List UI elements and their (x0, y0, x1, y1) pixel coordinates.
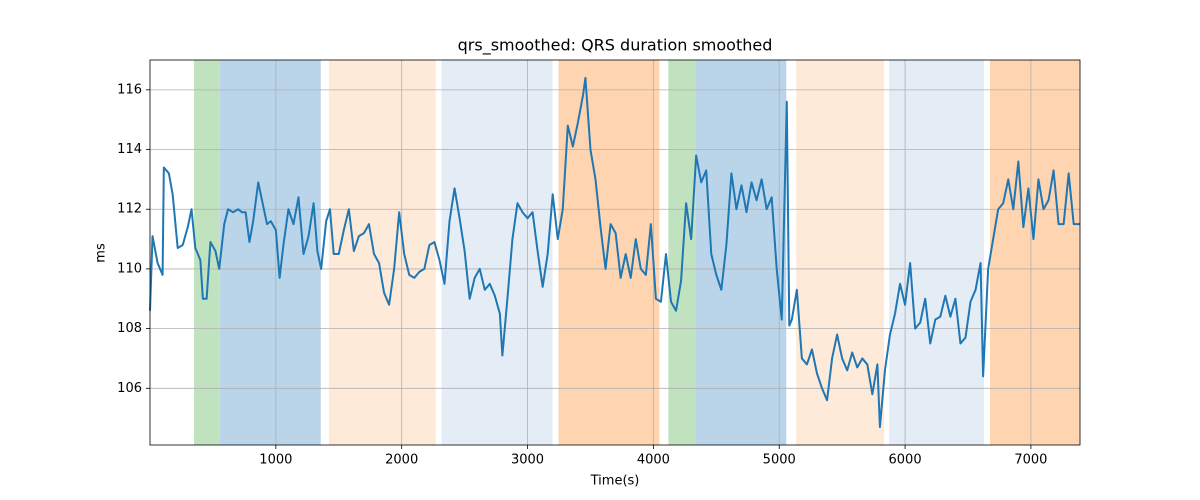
span (558, 60, 660, 445)
y-tick-label: 108 (117, 321, 142, 336)
x-tick-label: 5000 (763, 453, 796, 468)
span (219, 60, 321, 445)
y-tick-label: 110 (117, 261, 142, 276)
span (441, 60, 553, 445)
span (328, 60, 436, 445)
y-tick-label: 106 (117, 381, 142, 396)
y-tick-label: 114 (117, 142, 142, 157)
x-tick-label: 2000 (385, 453, 418, 468)
span (668, 60, 696, 445)
span (695, 60, 787, 445)
y-axis-label: ms (94, 243, 109, 263)
plot-frame (149, 59, 1081, 446)
x-axis-label: Time(s) (590, 474, 640, 489)
span (990, 60, 1080, 445)
y-tick-label: 112 (117, 202, 142, 217)
x-tick-label: 1000 (259, 453, 292, 468)
y-tick-label: 116 (117, 82, 142, 97)
x-tick-label: 7000 (1014, 453, 1047, 468)
chart-title: qrs_smoothed: QRS duration smoothed (458, 36, 773, 56)
x-tick-label: 3000 (511, 453, 544, 468)
x-tick-label: 4000 (637, 453, 670, 468)
line (149, 76, 1080, 429)
x-tick-label: 6000 (889, 453, 922, 468)
span (889, 60, 984, 445)
